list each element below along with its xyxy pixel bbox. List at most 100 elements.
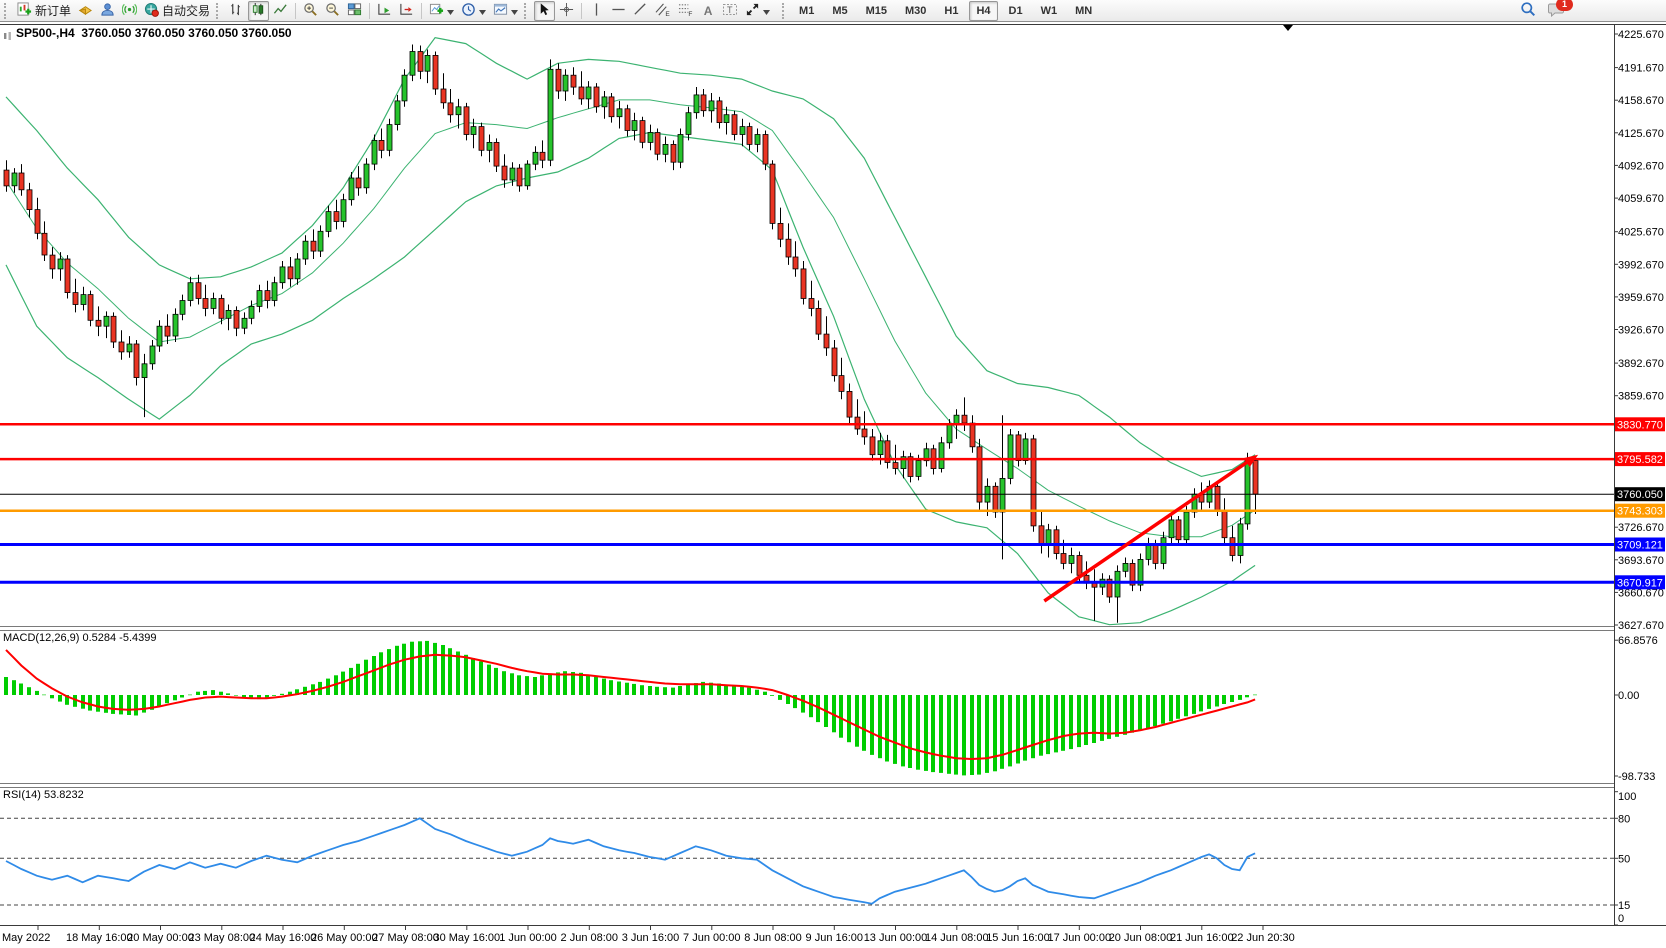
rsi-axis-label: 80 [1618, 813, 1630, 825]
candle-body [3, 169, 10, 187]
chart-shift-button[interactable] [396, 1, 417, 21]
candle-body [708, 100, 715, 112]
label-button[interactable]: T [719, 1, 741, 21]
macd-histogram-bar [395, 645, 399, 695]
zoom-out-button[interactable] [322, 1, 343, 21]
macd-histogram-bar [387, 649, 391, 695]
macd-histogram-bar [50, 695, 54, 699]
new-order-button[interactable]: 新订单 [14, 1, 74, 21]
crosshair-button[interactable] [556, 1, 577, 21]
horizontal-line-button[interactable] [608, 1, 629, 21]
toolbar-separator [295, 2, 297, 19]
macd-histogram-bar [632, 683, 636, 695]
timeframe-button-H4[interactable]: H4 [969, 0, 998, 21]
time-axis[interactable] [0, 926, 1666, 948]
community-button[interactable] [97, 1, 118, 21]
macd-histogram-bar [150, 695, 154, 710]
candle-body [999, 477, 1006, 513]
tile-windows-button[interactable] [344, 1, 365, 21]
price-marker-label: 3830.770 [1617, 419, 1663, 431]
chart-ohlc-values: 3760.050 3760.050 3760.050 3760.050 [81, 26, 292, 40]
trendline-button[interactable] [630, 1, 651, 21]
candle-body [271, 282, 278, 301]
auto-scroll-button[interactable] [374, 1, 395, 21]
macd-histogram-bar [1039, 695, 1043, 756]
candle-body [1053, 529, 1060, 554]
macd-histogram-bar [655, 686, 659, 695]
candle-body [1068, 555, 1075, 564]
candle-body [80, 294, 87, 305]
toolbar-grip[interactable] [782, 2, 788, 19]
candle-body [486, 141, 493, 151]
text-button[interactable]: A [698, 1, 718, 21]
candle-body [179, 300, 186, 315]
toolbar-grip[interactable] [4, 2, 10, 19]
cursor-button[interactable] [534, 0, 556, 21]
cursor-arrow-icon [537, 2, 552, 20]
timeframe-button-M15[interactable]: M15 [859, 1, 894, 21]
candle-body [172, 313, 179, 337]
chart-window-icon [3, 28, 13, 46]
macd-histogram-bar [311, 684, 315, 695]
candle-body [210, 298, 217, 309]
line-chart-button[interactable] [270, 1, 291, 21]
add-indicator-icon [429, 2, 444, 20]
macd-histogram-bar [1222, 695, 1226, 704]
candle-body [547, 68, 554, 161]
macd-histogram-bar [349, 667, 353, 695]
price-tick-label: 4225.670 [1618, 29, 1664, 41]
candle-body [1060, 553, 1067, 564]
timeframe-button-M5[interactable]: M5 [825, 1, 854, 21]
price-axis[interactable] [1614, 24, 1666, 926]
package-button[interactable] [75, 1, 96, 21]
macd-histogram-bar [1184, 695, 1188, 717]
toolbar-grip[interactable] [216, 2, 222, 19]
candle-body [118, 341, 125, 353]
candle-body [302, 240, 309, 260]
channel-button[interactable]: E [652, 1, 674, 21]
indicators-button[interactable] [426, 1, 457, 21]
price-tick-label: 3859.670 [1618, 391, 1664, 403]
toolbar-grip[interactable] [524, 2, 530, 19]
signals-button[interactable] [119, 1, 140, 21]
bar-chart-button[interactable] [226, 1, 247, 21]
price-tick-label: 3959.670 [1618, 292, 1664, 304]
timeframe-button-D1[interactable]: D1 [1002, 1, 1030, 21]
candle-body [110, 315, 117, 343]
vertical-line-button[interactable] [586, 1, 607, 21]
fibonacci-button[interactable]: F [675, 1, 697, 21]
macd-histogram-bar [433, 642, 437, 695]
candle-body [846, 390, 853, 418]
timeframe-button-H1[interactable]: H1 [937, 1, 965, 21]
macd-histogram-bar [471, 658, 475, 695]
periods-button[interactable] [458, 1, 489, 21]
timeframe-button-M1[interactable]: M1 [792, 1, 821, 21]
macd-histogram-bar [878, 695, 882, 759]
chart-shift-marker[interactable] [1283, 25, 1293, 31]
candle-body [394, 100, 401, 126]
templates-button[interactable] [490, 1, 521, 21]
candle-body [317, 230, 324, 252]
auto-trading-button[interactable]: 自动交易 [141, 1, 213, 21]
timeframe-button-M30[interactable]: M30 [898, 1, 933, 21]
macd-indicator-label: MACD(12,26,9) 0.5284 -5.4399 [3, 632, 157, 644]
macd-histogram-bar [448, 648, 452, 695]
macd-histogram-bar [127, 695, 131, 715]
zoom-in-button[interactable] [300, 1, 321, 21]
candle-body [1183, 511, 1190, 541]
chart-plot-area[interactable] [0, 24, 1614, 625]
time-tick-label: 15 Jun 16:00 [986, 932, 1050, 944]
search-button[interactable] [1517, 1, 1539, 21]
trend-arrow-line[interactable] [1043, 457, 1253, 603]
notifications-button[interactable]: 1 [1545, 0, 1573, 21]
candlestick-chart-button[interactable] [248, 0, 270, 21]
macd-histogram-bar [732, 686, 736, 695]
arrows-button[interactable] [742, 1, 773, 21]
price-tick-label: 4158.670 [1618, 95, 1664, 107]
macd-histogram-bar [379, 652, 383, 695]
timeframe-button-W1[interactable]: W1 [1034, 1, 1065, 21]
trend-arrow-head [1243, 454, 1259, 468]
timeframe-button-MN[interactable]: MN [1068, 1, 1099, 21]
macd-histogram-bar [196, 691, 200, 695]
